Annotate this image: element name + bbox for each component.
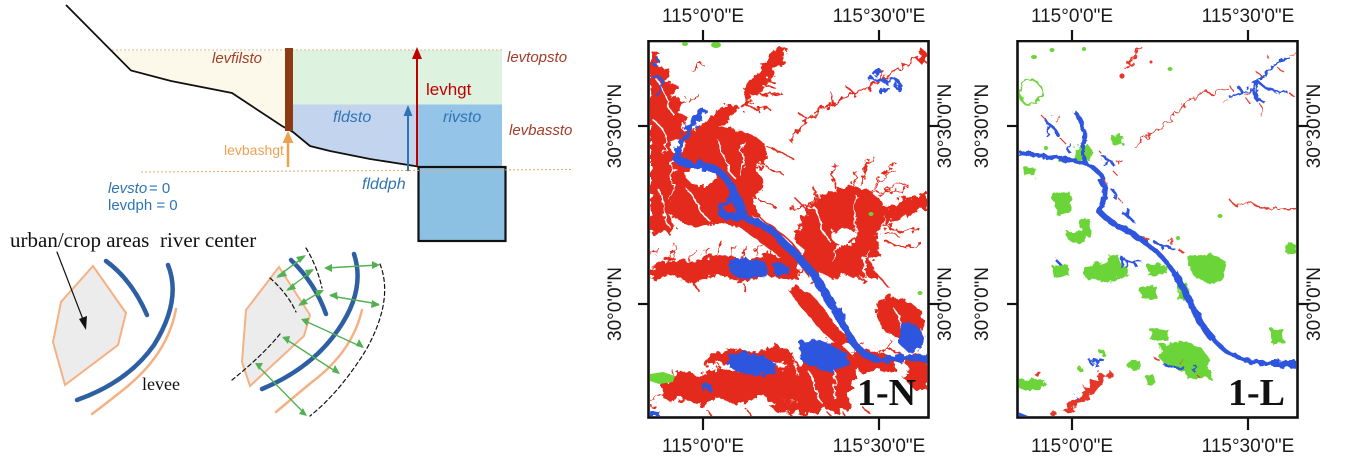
svg-text:30°0'0"N: 30°0'0"N bbox=[1304, 267, 1325, 341]
svg-text:levhgt: levhgt bbox=[426, 80, 472, 99]
svg-text:115°30'0"E: 115°30'0"E bbox=[833, 6, 926, 27]
svg-text:115°30'0"E: 115°30'0"E bbox=[1202, 436, 1295, 457]
svg-text:rivsto: rivsto bbox=[443, 109, 481, 126]
svg-text:115°0'0"E: 115°0'0"E bbox=[662, 6, 744, 27]
svg-text:115°30'0"E: 115°30'0"E bbox=[1202, 6, 1295, 27]
svg-text:30°0'0"N: 30°0'0"N bbox=[935, 267, 956, 341]
svg-text:fldsto: fldsto bbox=[333, 109, 371, 126]
svg-text:levbashgt: levbashgt bbox=[224, 142, 284, 158]
svg-text:urban/crop areas: urban/crop areas bbox=[10, 228, 149, 252]
svg-text:115°30'0"E: 115°30'0"E bbox=[833, 436, 926, 457]
svg-text:1-N: 1-N bbox=[857, 372, 916, 414]
svg-text:levbassto: levbassto bbox=[509, 122, 572, 139]
svg-text:levdph = 0: levdph = 0 bbox=[108, 197, 178, 214]
svg-text:levfilsto: levfilsto bbox=[212, 50, 262, 67]
svg-text:30°30'0"N: 30°30'0"N bbox=[972, 84, 993, 169]
svg-text:30°30'0"N: 30°30'0"N bbox=[935, 84, 956, 169]
svg-text:115°0'0"E: 115°0'0"E bbox=[1031, 6, 1113, 27]
svg-text:flddph: flddph bbox=[362, 176, 406, 193]
svg-text:levsto: levsto bbox=[108, 180, 147, 197]
svg-text:= 0: = 0 bbox=[149, 180, 170, 197]
svg-text:levtopsto: levtopsto bbox=[507, 49, 567, 66]
svg-text:30°0'0"N: 30°0'0"N bbox=[972, 267, 993, 341]
svg-text:115°0'0"E: 115°0'0"E bbox=[662, 436, 744, 457]
svg-text:1-L: 1-L bbox=[1228, 372, 1285, 414]
svg-text:115°0'0"E: 115°0'0"E bbox=[1031, 436, 1113, 457]
svg-text:levee: levee bbox=[142, 374, 180, 394]
svg-text:river center: river center bbox=[160, 228, 256, 252]
svg-text:30°30'0"N: 30°30'0"N bbox=[1304, 84, 1325, 169]
